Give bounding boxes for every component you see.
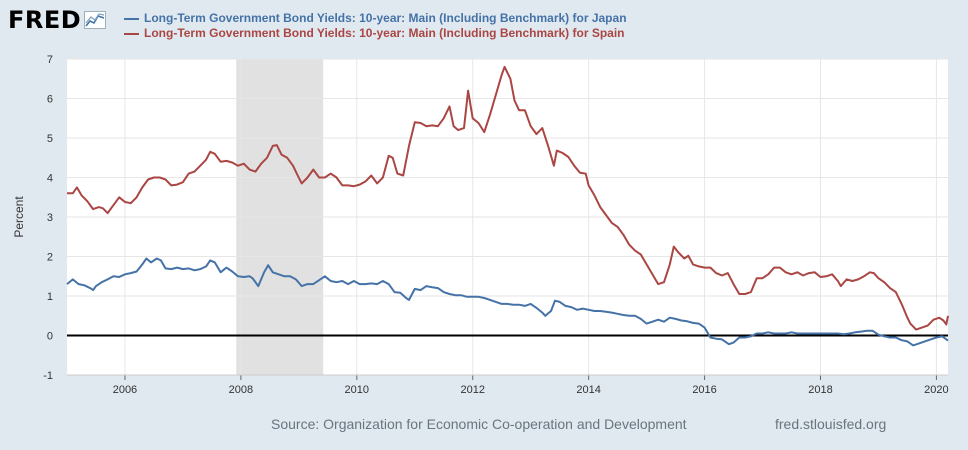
y-tick-label: 0: [47, 331, 53, 343]
x-tick-label: 2008: [229, 384, 253, 396]
series-line-1[interactable]: [67, 65, 949, 331]
y-tick-label: 6: [47, 94, 53, 106]
chart-legend: Long-Term Government Bond Yields: 10-yea…: [124, 11, 627, 41]
fred-logo-text: FRED: [8, 6, 82, 34]
legend-item-japan[interactable]: Long-Term Government Bond Yields: 10-yea…: [124, 11, 627, 26]
legend-label-spain: Long-Term Government Bond Yields: 10-yea…: [144, 26, 625, 40]
x-tick-label: 2018: [808, 384, 832, 396]
y-tick-label: 3: [47, 212, 53, 224]
series-line-0[interactable]: [66, 257, 949, 347]
legend-swatch-spain: [124, 32, 139, 35]
x-tick-label: 2006: [113, 384, 137, 396]
y-tick-label: 1: [47, 291, 53, 303]
fred-logo[interactable]: FRED: [8, 6, 107, 34]
x-tick-label: 2020: [924, 384, 948, 396]
y-tick-label: 7: [47, 54, 53, 66]
legend-label-japan: Long-Term Government Bond Yields: 10-yea…: [144, 11, 627, 25]
fred-graph-icon: [84, 11, 107, 29]
legend-swatch-japan: [124, 17, 139, 20]
source-url-link[interactable]: fred.stlouisfed.org: [775, 416, 887, 432]
legend-item-spain[interactable]: Long-Term Government Bond Yields: 10-yea…: [124, 26, 627, 41]
y-tick-label: -1: [43, 370, 53, 382]
line-chart[interactable]: -1 0 1 2 3 4 5 6 7 2006 2008 2010 2012 2014 2016 2018 20…: [0, 0, 968, 410]
x-tick-label: 2016: [692, 384, 716, 396]
x-tick-label: 2010: [345, 384, 369, 396]
x-tick-label: 2014: [576, 384, 600, 396]
y-tick-label: 2: [47, 252, 53, 264]
y-tick-label: 4: [47, 173, 53, 185]
x-tick-label: 2012: [460, 384, 484, 396]
y-axis-label: Percent: [12, 196, 26, 238]
y-tick-label: 5: [47, 133, 53, 145]
source-note: Source: Organization for Economic Co-ope…: [271, 416, 687, 432]
